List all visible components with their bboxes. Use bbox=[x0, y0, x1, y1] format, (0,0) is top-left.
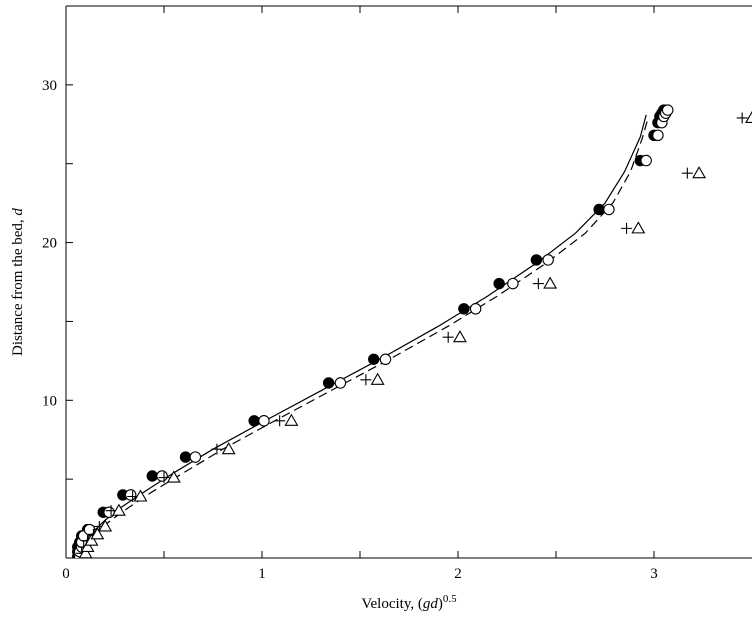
open-triangle-point bbox=[84, 533, 99, 546]
x-tick-label: 0 bbox=[62, 566, 70, 582]
open-triangle-point bbox=[284, 413, 299, 426]
plus-point bbox=[158, 472, 170, 484]
open-triangle-point bbox=[221, 442, 236, 455]
data-points bbox=[72, 104, 752, 558]
open-triangle-point bbox=[543, 276, 558, 289]
filled-circle-point bbox=[146, 470, 158, 482]
open-triangle-point bbox=[370, 372, 385, 385]
open-circle-point bbox=[507, 277, 519, 290]
open-triangle-point bbox=[631, 221, 646, 234]
open-circle-point bbox=[189, 451, 202, 463]
plus-point bbox=[127, 490, 139, 502]
model-lines bbox=[75, 114, 649, 558]
plus-point bbox=[274, 415, 286, 427]
plus-point bbox=[532, 278, 544, 290]
open-circle-point bbox=[124, 489, 137, 501]
open-triangle-point bbox=[98, 519, 113, 532]
x-tick-label: 2 bbox=[454, 566, 462, 582]
y-tick-label: 20 bbox=[42, 236, 57, 252]
x-axis-label: Velocity, (gd)0.5 bbox=[361, 593, 457, 612]
filled-circle-point bbox=[179, 451, 192, 463]
plus-point bbox=[736, 112, 748, 124]
open-triangle-point bbox=[166, 470, 181, 483]
open-circle-point bbox=[603, 203, 615, 216]
x-tick-label: 3 bbox=[650, 566, 658, 582]
plus-point bbox=[360, 374, 372, 386]
ticks: 0 1 2 3 10 20 30 bbox=[42, 6, 658, 582]
plus-point bbox=[211, 443, 223, 455]
open-circle-point bbox=[258, 415, 270, 427]
filled-circle-point bbox=[593, 203, 605, 216]
axes bbox=[65, 5, 752, 559]
plus-point bbox=[621, 222, 633, 234]
filled-circle-point bbox=[368, 353, 380, 365]
filled-circle-point bbox=[493, 277, 505, 290]
dashed-model-line bbox=[75, 117, 649, 558]
open-circle-point bbox=[640, 154, 652, 167]
filled-circle-point bbox=[248, 415, 260, 427]
plus-point bbox=[442, 331, 454, 343]
y-tick-label: 10 bbox=[42, 393, 57, 409]
open-circle-point bbox=[661, 104, 674, 116]
solid-model-line bbox=[75, 114, 647, 558]
open-triangle-point bbox=[453, 330, 467, 343]
filled-circle-point bbox=[458, 303, 470, 315]
y-axis-label: Distance from the bed, d bbox=[10, 208, 26, 356]
open-triangle-point bbox=[692, 166, 707, 179]
open-triangle-point bbox=[745, 110, 752, 124]
open-triangle-point bbox=[80, 539, 95, 553]
open-circle-point bbox=[469, 303, 482, 315]
open-circle-point bbox=[542, 254, 554, 266]
x-tick-label: 1 bbox=[258, 566, 266, 582]
open-triangle-point bbox=[90, 527, 105, 540]
open-circle-point bbox=[103, 506, 115, 519]
plus-point bbox=[105, 505, 117, 517]
open-triangle-point bbox=[133, 489, 148, 502]
open-circle-point bbox=[652, 129, 664, 142]
y-tick-label: 30 bbox=[42, 78, 57, 94]
open-circle-point bbox=[334, 377, 347, 389]
filled-circle-point bbox=[530, 254, 543, 266]
open-triangle-point bbox=[111, 503, 126, 516]
filled-circle-point bbox=[322, 377, 335, 389]
plus-point bbox=[681, 167, 693, 179]
open-triangle-point bbox=[78, 546, 93, 558]
open-circle-point bbox=[379, 353, 392, 366]
open-circle-point bbox=[156, 470, 168, 482]
